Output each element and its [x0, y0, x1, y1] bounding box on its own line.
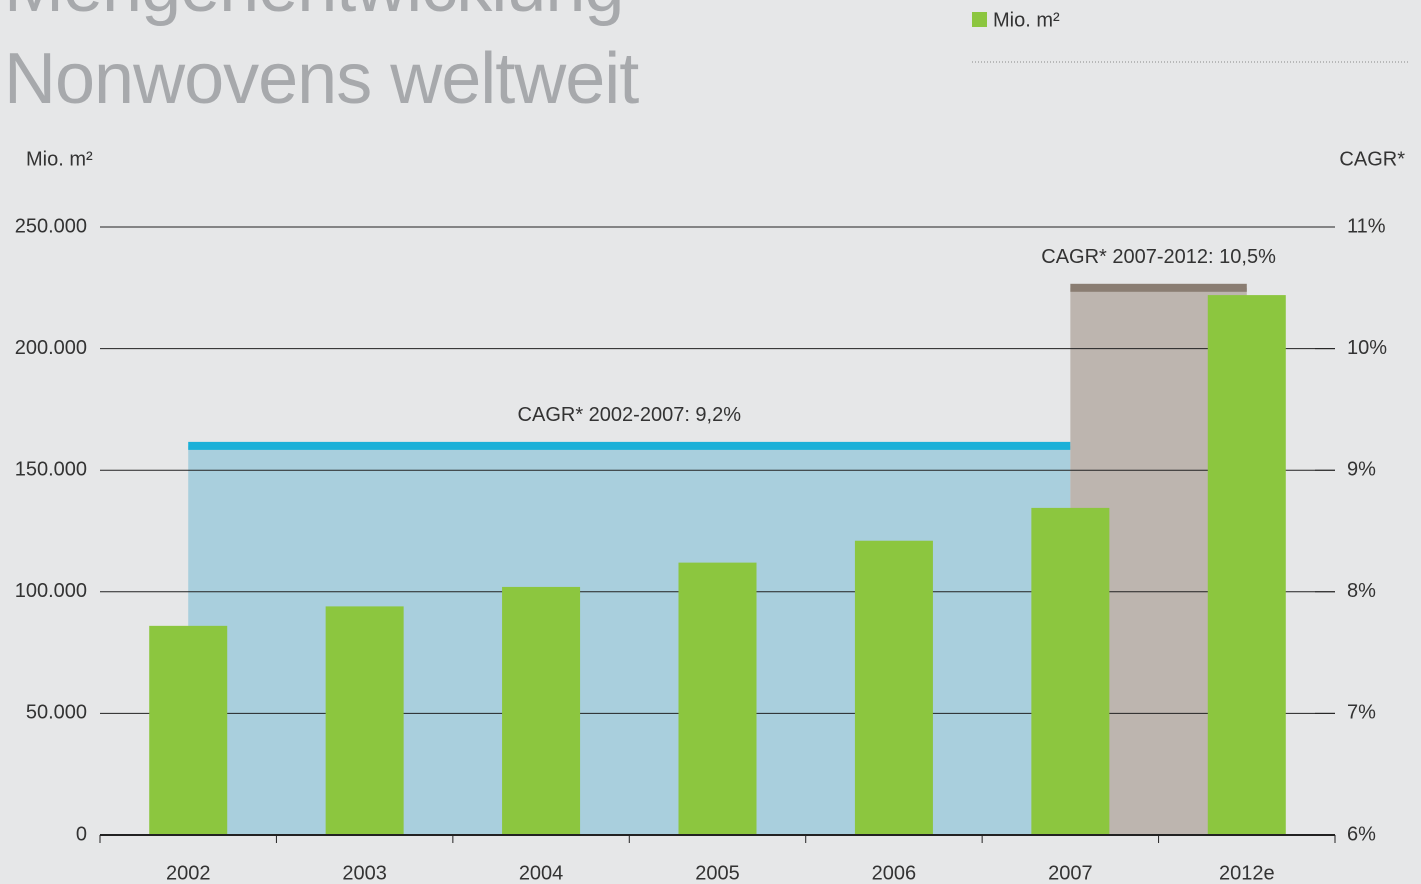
y2-tick-label: 10%: [1347, 337, 1387, 359]
x-tick-label: 2003: [342, 862, 387, 884]
bar: [149, 625, 228, 835]
y2-tick-label: 11%: [1347, 215, 1386, 237]
chart-title: Mengenentwicklung Nonwovens weltweit: [4, 0, 639, 119]
y-tick-label: 0: [76, 823, 87, 845]
y-tick-label: 150.000: [15, 458, 87, 480]
legend-label: Mio. m²: [993, 9, 1060, 31]
y-axis-label: Mio. m²: [26, 148, 93, 170]
x-tick-label: 2005: [695, 862, 740, 884]
y2-tick-label: 6%: [1347, 823, 1376, 845]
bar: [854, 540, 933, 835]
x-tick-label: 2004: [519, 862, 564, 884]
y-tick-label: 100.000: [15, 580, 87, 602]
bar: [502, 586, 581, 835]
cagr-line: [188, 441, 1071, 450]
y-tick-label: 50.000: [26, 702, 87, 724]
y2-tick-label: 7%: [1347, 702, 1376, 724]
cagr-label: CAGR* 2007-2012: 10,5%: [1041, 246, 1276, 268]
bar: [325, 606, 404, 835]
y-tick-label: 200.000: [15, 337, 87, 359]
cagr-label: CAGR* 2002-2007: 9,2%: [518, 404, 742, 426]
legend-swatch: [972, 12, 987, 27]
cagr-area: [188, 445, 1071, 835]
y2-axis-label: CAGR*: [1339, 148, 1405, 170]
y-tick-label: 250.000: [15, 215, 87, 237]
x-tick-label: 2002: [166, 862, 211, 884]
cagr-line: [1070, 283, 1247, 292]
x-tick-label: 2006: [872, 862, 917, 884]
y2-tick-label: 8%: [1347, 580, 1376, 602]
y2-tick-label: 9%: [1347, 458, 1376, 480]
x-tick-label: 2012e: [1219, 862, 1275, 884]
bar: [1031, 507, 1110, 835]
bar: [1207, 295, 1286, 835]
x-tick-label: 2007: [1048, 862, 1093, 884]
bar: [678, 562, 757, 835]
